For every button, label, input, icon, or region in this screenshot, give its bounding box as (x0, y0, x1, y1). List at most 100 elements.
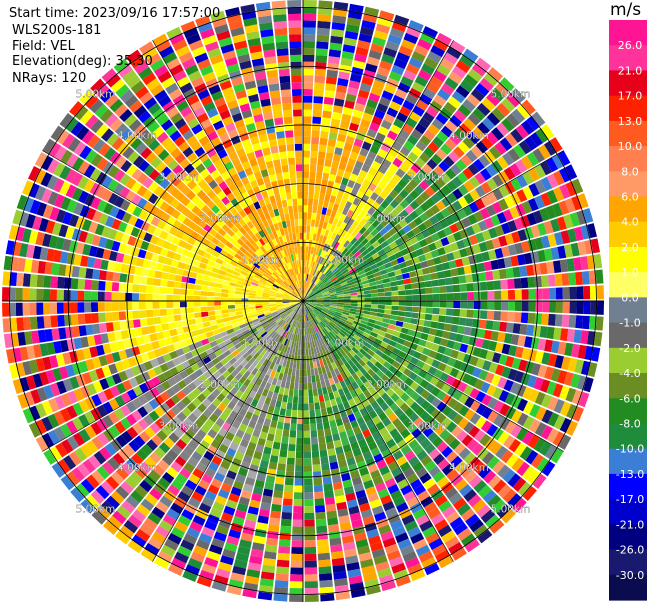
velocity-gate (452, 389, 463, 401)
velocity-gate (184, 479, 197, 491)
velocity-gate (319, 401, 326, 409)
velocity-gate (307, 375, 312, 383)
velocity-gate (384, 407, 394, 417)
velocity-gate (390, 281, 398, 287)
velocity-gate (534, 422, 547, 437)
velocity-gate (517, 481, 532, 497)
velocity-gate (328, 49, 342, 58)
velocity-gate (371, 548, 386, 559)
velocity-gate (375, 349, 384, 357)
velocity-gate (340, 155, 349, 165)
velocity-gate (459, 465, 473, 478)
velocity-gate (146, 277, 155, 286)
velocity-gate (127, 540, 143, 554)
velocity-gate (353, 395, 362, 405)
velocity-gate (498, 170, 510, 184)
velocity-gate (351, 364, 359, 373)
velocity-gate (362, 263, 370, 270)
velocity-gate (404, 204, 415, 215)
velocity-gate (379, 10, 395, 21)
velocity-gate (332, 267, 339, 274)
velocity-gate (422, 347, 431, 356)
velocity-gate (322, 293, 330, 297)
velocity-gate (582, 208, 594, 224)
velocity-gate (344, 201, 353, 210)
velocity-gate (289, 318, 294, 326)
velocity-gate (444, 433, 456, 446)
velocity-gate (377, 180, 387, 190)
velocity-gate (542, 288, 550, 300)
velocity-gate (330, 295, 337, 298)
velocity-gate (91, 510, 107, 525)
velocity-gate (360, 509, 373, 519)
velocity-gate (385, 296, 392, 301)
velocity-gate (365, 486, 377, 496)
velocity-gate (321, 469, 331, 478)
velocity-gate (170, 461, 183, 473)
velocity-gate (314, 307, 322, 312)
velocity-gate (266, 336, 273, 344)
velocity-gate (358, 185, 368, 194)
velocity-gate (354, 263, 362, 270)
velocity-gate (168, 322, 176, 330)
velocity-gate (346, 499, 358, 509)
velocity-gate (186, 527, 200, 539)
velocity-gate (475, 338, 484, 348)
velocity-gate (303, 260, 305, 267)
velocity-gate (140, 548, 156, 562)
velocity-gate (376, 378, 386, 387)
velocity-gate (311, 240, 316, 248)
velocity-gate (303, 34, 316, 42)
velocity-gate (315, 262, 320, 270)
velocity-gate (193, 290, 201, 296)
velocity-gate (415, 99, 429, 111)
velocity-gate (385, 422, 396, 433)
velocity-gate (348, 313, 356, 318)
velocity-gate (297, 410, 303, 418)
velocity-gate (512, 497, 527, 513)
velocity-gate (138, 302, 146, 310)
velocity-gate (346, 318, 355, 323)
velocity-gate (527, 375, 538, 388)
velocity-gate (254, 479, 265, 489)
velocity-gate (430, 182, 441, 193)
velocity-gate (97, 291, 105, 301)
velocity-gate (341, 416, 350, 425)
velocity-gate (406, 230, 416, 239)
velocity-gate (438, 278, 446, 286)
velocity-gate (529, 132, 543, 147)
velocity-gate (414, 157, 426, 169)
velocity-gate (319, 284, 326, 290)
velocity-gate (474, 253, 484, 263)
velocity-gate (324, 379, 331, 387)
velocity-gate (465, 318, 474, 327)
velocity-gate (480, 181, 492, 194)
velocity-gate (423, 219, 433, 229)
velocity-gate (313, 247, 317, 255)
velocity-gate (404, 311, 412, 318)
velocity-gate (276, 365, 282, 373)
velocity-gate (294, 306, 299, 313)
velocity-gate (293, 305, 299, 312)
velocity-gate (426, 334, 436, 343)
velocity-gate (194, 278, 203, 285)
velocity-gate (355, 370, 364, 379)
velocity-gate (324, 364, 330, 373)
velocity-gate (207, 310, 216, 316)
velocity-gate (357, 89, 370, 99)
velocity-gate (446, 340, 455, 349)
velocity-gate (329, 293, 337, 297)
velocity-gate (442, 330, 451, 340)
velocity-gate (363, 307, 371, 312)
velocity-gate (522, 486, 537, 501)
velocity-gate (438, 500, 452, 513)
velocity-gate (352, 260, 361, 268)
velocity-gate (359, 375, 368, 384)
velocity-gate (545, 157, 559, 173)
velocity-gate (315, 518, 327, 527)
velocity-gate (320, 286, 327, 291)
velocity-gate (391, 21, 407, 33)
velocity-gate (375, 223, 384, 232)
velocity-gate (363, 380, 372, 390)
velocity-gate (336, 374, 344, 382)
